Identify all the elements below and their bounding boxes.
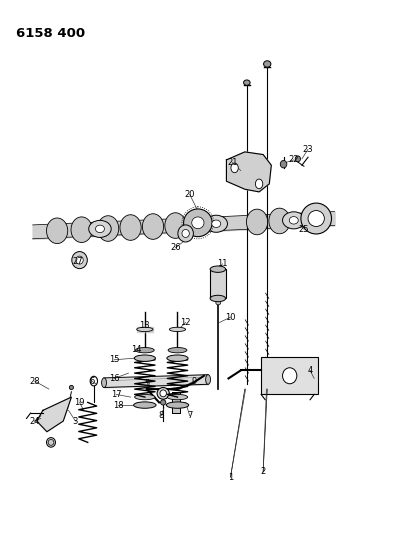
Ellipse shape xyxy=(98,216,119,241)
Text: 6158 400: 6158 400 xyxy=(16,27,85,39)
Text: 28: 28 xyxy=(29,377,40,385)
Ellipse shape xyxy=(282,368,297,384)
Text: 25: 25 xyxy=(299,225,309,233)
Text: 8: 8 xyxy=(158,411,164,420)
Ellipse shape xyxy=(47,218,68,244)
Ellipse shape xyxy=(301,203,331,234)
Ellipse shape xyxy=(161,400,166,405)
Ellipse shape xyxy=(165,213,186,238)
Ellipse shape xyxy=(308,211,324,227)
Ellipse shape xyxy=(135,348,154,353)
Ellipse shape xyxy=(169,327,186,332)
Text: 5: 5 xyxy=(144,379,149,388)
Text: 1: 1 xyxy=(228,473,233,481)
Text: 21: 21 xyxy=(227,158,238,167)
Text: 6: 6 xyxy=(89,377,95,385)
Ellipse shape xyxy=(205,215,228,232)
Ellipse shape xyxy=(47,438,55,447)
Ellipse shape xyxy=(120,215,141,240)
Ellipse shape xyxy=(184,209,212,237)
Text: 23: 23 xyxy=(303,145,313,154)
Text: 18: 18 xyxy=(113,401,124,409)
Ellipse shape xyxy=(295,156,300,162)
Text: 22: 22 xyxy=(288,156,299,164)
Ellipse shape xyxy=(282,212,305,229)
Text: 24: 24 xyxy=(29,417,40,425)
Ellipse shape xyxy=(134,355,155,361)
Ellipse shape xyxy=(76,256,83,264)
Text: 7: 7 xyxy=(187,411,193,420)
Ellipse shape xyxy=(246,209,268,235)
Ellipse shape xyxy=(210,295,226,302)
Ellipse shape xyxy=(216,301,221,305)
Ellipse shape xyxy=(142,214,164,239)
Bar xyxy=(210,269,226,298)
Text: 19: 19 xyxy=(74,398,85,407)
Text: 9: 9 xyxy=(191,377,196,385)
Ellipse shape xyxy=(72,252,87,269)
Bar xyxy=(172,392,180,413)
Ellipse shape xyxy=(69,385,73,390)
Ellipse shape xyxy=(178,225,193,242)
Bar xyxy=(261,357,318,394)
Ellipse shape xyxy=(137,327,153,332)
Ellipse shape xyxy=(71,217,92,243)
Text: 4: 4 xyxy=(308,366,313,375)
Ellipse shape xyxy=(182,229,189,238)
Ellipse shape xyxy=(244,80,250,85)
Ellipse shape xyxy=(160,390,166,397)
Ellipse shape xyxy=(166,402,188,408)
Text: 15: 15 xyxy=(109,356,120,364)
Text: 26: 26 xyxy=(170,244,181,252)
Text: 14: 14 xyxy=(131,345,142,353)
Text: 17: 17 xyxy=(111,390,122,399)
Ellipse shape xyxy=(192,217,204,229)
Polygon shape xyxy=(37,397,71,432)
Text: 2: 2 xyxy=(261,467,266,476)
Ellipse shape xyxy=(167,394,188,400)
Text: 3: 3 xyxy=(73,417,78,425)
Polygon shape xyxy=(226,152,271,192)
Text: 27: 27 xyxy=(72,257,83,265)
Ellipse shape xyxy=(95,225,104,232)
Text: 10: 10 xyxy=(225,313,236,321)
Ellipse shape xyxy=(264,61,271,67)
Ellipse shape xyxy=(210,266,226,272)
Text: 13: 13 xyxy=(140,321,150,329)
Ellipse shape xyxy=(289,216,298,224)
Ellipse shape xyxy=(206,375,211,384)
Ellipse shape xyxy=(134,402,156,408)
Ellipse shape xyxy=(212,220,221,228)
Ellipse shape xyxy=(102,378,106,387)
Text: 20: 20 xyxy=(184,190,195,199)
Ellipse shape xyxy=(255,179,263,189)
Ellipse shape xyxy=(135,394,155,400)
Ellipse shape xyxy=(269,208,290,234)
Ellipse shape xyxy=(231,163,238,173)
Ellipse shape xyxy=(167,355,188,361)
Text: 16: 16 xyxy=(109,374,120,383)
Text: 12: 12 xyxy=(180,318,191,327)
Text: 11: 11 xyxy=(217,260,228,268)
Ellipse shape xyxy=(157,387,169,399)
Ellipse shape xyxy=(168,348,187,353)
Ellipse shape xyxy=(89,220,111,237)
Ellipse shape xyxy=(280,160,287,168)
